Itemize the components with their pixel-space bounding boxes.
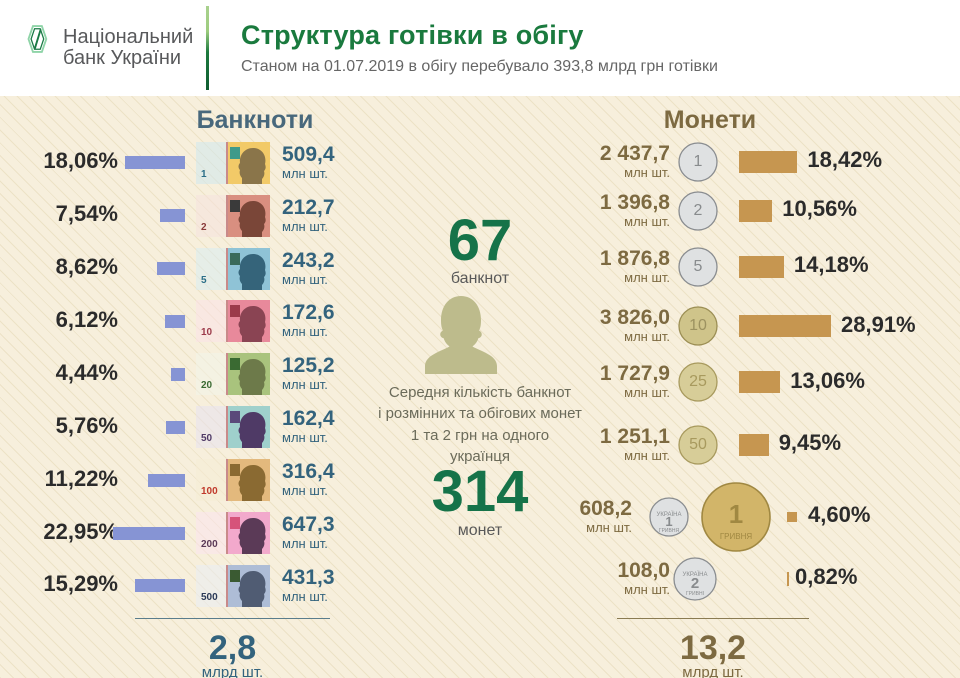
svg-text:50: 50: [201, 433, 213, 444]
svg-text:10: 10: [689, 317, 707, 334]
svg-text:100: 100: [201, 486, 218, 497]
svg-text:ГРИВНЯ: ГРИВНЯ: [720, 532, 753, 541]
svg-text:1: 1: [201, 169, 207, 180]
svg-text:2: 2: [691, 575, 699, 592]
svg-text:1: 1: [665, 514, 672, 529]
svg-text:ГРИВНІ: ГРИВНІ: [686, 591, 704, 597]
svg-text:5: 5: [201, 275, 207, 286]
svg-text:25: 25: [689, 373, 707, 390]
svg-text:2: 2: [201, 222, 207, 233]
svg-text:1: 1: [694, 153, 703, 170]
svg-text:200: 200: [201, 539, 218, 550]
svg-text:20: 20: [201, 380, 213, 391]
svg-text:500: 500: [201, 592, 218, 603]
svg-text:50: 50: [689, 436, 707, 453]
svg-text:ГРИВНЯ: ГРИВНЯ: [659, 528, 680, 534]
svg-text:2: 2: [694, 202, 703, 219]
svg-text:5: 5: [694, 258, 703, 275]
svg-text:10: 10: [201, 327, 213, 338]
svg-text:1: 1: [729, 499, 743, 529]
